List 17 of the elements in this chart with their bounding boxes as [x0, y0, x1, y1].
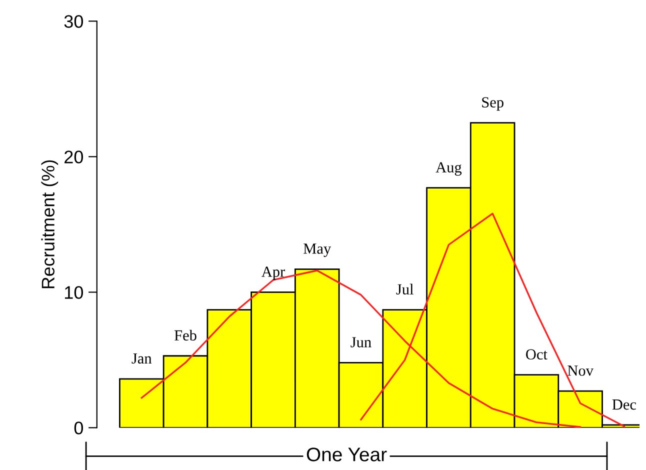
x-axis-title: One Year: [306, 448, 387, 462]
x-tick-label: Nov: [568, 366, 594, 376]
y-tick-label: 10: [65, 286, 83, 299]
y-tick-label: 20: [64, 150, 83, 164]
x-tick-label: Oct: [526, 349, 548, 360]
x-tick-label: Jan: [132, 353, 152, 364]
y-axis-title: Recruitment (%): [41, 160, 58, 288]
y-tick-label: 30: [64, 15, 83, 28]
x-tick-label: Dec: [612, 400, 636, 410]
x-tick-label: Apr: [262, 266, 285, 280]
x-tick-label: Sep: [482, 97, 504, 111]
x-tick-label: Jun: [350, 337, 372, 348]
x-tick-label: Feb: [174, 330, 196, 341]
x-tick-label: Aug: [436, 162, 462, 176]
x-tick-label: May: [304, 244, 332, 257]
x-tick-label: Jul: [396, 284, 414, 294]
y-tick-label: 0: [74, 422, 83, 434]
